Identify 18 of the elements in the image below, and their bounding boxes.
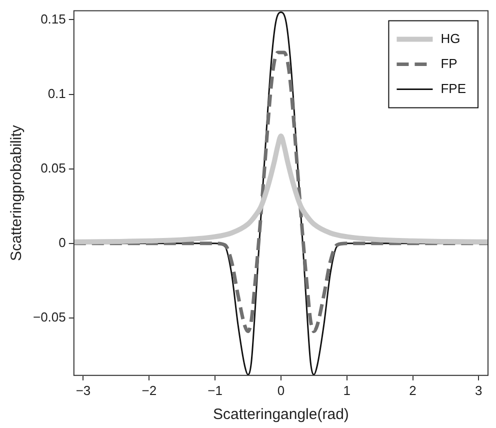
x-tick-label: 2 bbox=[409, 382, 416, 398]
x-tick-label: 1 bbox=[343, 382, 350, 398]
legend-label: FP bbox=[440, 56, 458, 71]
y-tick-label: 0.1 bbox=[48, 86, 66, 101]
y-axis-title: Scatteringprobability bbox=[8, 124, 26, 262]
x-tick-label: −3 bbox=[76, 382, 91, 398]
x-tick-label: −1 bbox=[208, 382, 222, 398]
x-tick-label: 3 bbox=[475, 382, 482, 398]
x-tick-label: −2 bbox=[142, 382, 157, 398]
y-tick-label: −0.05 bbox=[32, 310, 66, 325]
y-tick-label: 0 bbox=[58, 235, 66, 250]
y-tick-label: 0.15 bbox=[40, 11, 66, 26]
x-axis-title: Scatteringangle(rad) bbox=[212, 406, 349, 424]
line-series bbox=[74, 50, 488, 334]
legend-label: HG bbox=[440, 30, 460, 46]
y-tick-label: 0.05 bbox=[40, 160, 66, 176]
legend-label: FPE bbox=[440, 80, 466, 96]
x-tick-label: 0 bbox=[277, 382, 285, 398]
